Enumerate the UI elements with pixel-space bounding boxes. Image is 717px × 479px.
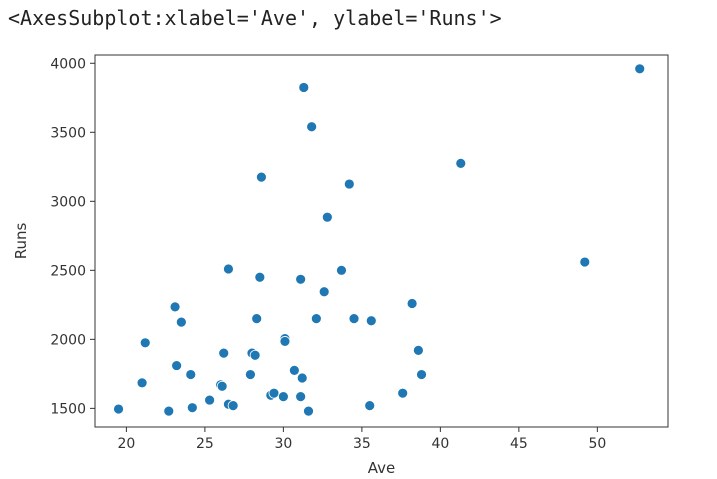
x-tick-label: 25 xyxy=(196,436,214,452)
x-tick-label: 35 xyxy=(353,436,371,452)
data-point xyxy=(310,313,322,325)
data-point xyxy=(223,263,234,275)
data-point xyxy=(279,336,291,347)
data-point xyxy=(303,405,314,417)
x-tick-label: 40 xyxy=(431,436,449,452)
y-axis-label: Runs xyxy=(12,223,30,260)
data-point xyxy=(288,365,300,376)
data-point xyxy=(296,372,308,384)
data-point xyxy=(364,400,376,412)
y-tick-label: 2000 xyxy=(50,332,86,348)
y-tick-label: 3000 xyxy=(50,194,86,210)
data-point xyxy=(136,377,148,389)
data-point xyxy=(169,301,181,313)
data-point xyxy=(412,344,424,356)
data-point xyxy=(186,402,198,414)
x-tick-label: 30 xyxy=(274,436,292,452)
data-point xyxy=(416,369,427,380)
data-point xyxy=(249,349,261,361)
data-point xyxy=(406,298,418,309)
y-axis: 1500 2000 2500 3000 3500 4000 xyxy=(50,56,95,417)
data-point xyxy=(295,391,307,403)
data-point xyxy=(171,360,183,371)
data-point xyxy=(163,405,175,417)
data-point xyxy=(185,369,197,380)
points-layer xyxy=(113,63,646,417)
y-tick-label: 1500 xyxy=(50,401,86,417)
data-point xyxy=(227,400,239,412)
data-point xyxy=(634,63,646,75)
data-point xyxy=(295,273,307,285)
y-tick-label: 3500 xyxy=(50,125,86,141)
data-point xyxy=(318,286,330,298)
data-point xyxy=(268,387,280,399)
data-point xyxy=(256,171,267,183)
axes-subplot-output-text: <AxesSubplot:xlabel='Ave', ylabel='Runs'… xyxy=(8,6,502,30)
x-axis: 20 25 30 35 40 45 50 xyxy=(117,427,606,452)
plot-frame xyxy=(94,54,669,428)
x-tick-label: 45 xyxy=(510,436,528,452)
data-point xyxy=(139,337,151,349)
data-point xyxy=(113,403,124,415)
y-tick-label: 4000 xyxy=(50,56,86,72)
x-axis-label: Ave xyxy=(368,459,396,477)
data-point xyxy=(175,316,187,328)
data-point xyxy=(218,347,230,359)
data-point xyxy=(245,369,256,380)
data-point xyxy=(306,121,318,133)
data-point xyxy=(251,313,263,325)
data-point xyxy=(204,394,216,406)
data-point xyxy=(336,264,347,276)
data-point xyxy=(348,313,360,325)
x-tick-label: 50 xyxy=(588,436,606,452)
y-tick-label: 2500 xyxy=(50,263,86,279)
data-point xyxy=(365,315,377,327)
data-point xyxy=(277,391,289,403)
data-point xyxy=(455,157,467,169)
data-point xyxy=(216,380,228,392)
data-point xyxy=(321,211,333,223)
x-tick-label: 20 xyxy=(117,436,135,452)
data-point xyxy=(343,178,355,190)
data-point xyxy=(298,82,310,93)
data-point xyxy=(579,256,591,268)
data-point xyxy=(397,387,409,399)
data-point xyxy=(254,271,266,283)
